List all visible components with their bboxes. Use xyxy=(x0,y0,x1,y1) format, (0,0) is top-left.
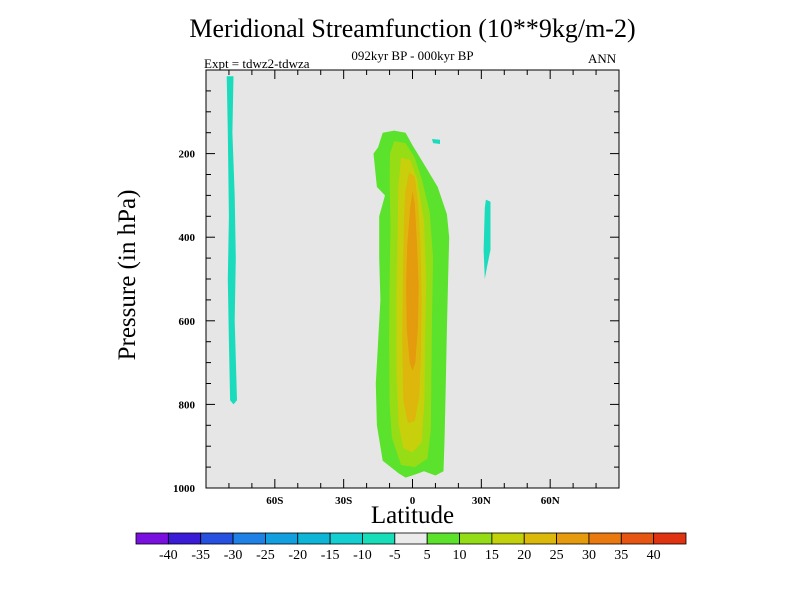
colorbar-label: -35 xyxy=(191,548,210,563)
colorbar-swatch xyxy=(329,532,363,545)
colorbar-swatch xyxy=(200,532,234,545)
contour-region-2 xyxy=(432,139,440,144)
x-tick-label: 30N xyxy=(472,495,491,507)
x-tick-label: 30S xyxy=(335,495,352,507)
x-tick-label: 60N xyxy=(541,495,560,507)
colorbar-swatch xyxy=(167,532,202,545)
colorbar-swatch xyxy=(265,532,299,545)
colorbar-swatch xyxy=(426,532,460,545)
contour-region-0 xyxy=(226,76,237,405)
contour-region-7 xyxy=(406,191,419,371)
y-tick-label: 600 xyxy=(179,316,196,328)
colorbar-swatch xyxy=(523,532,557,545)
chart-title: Meridional Streamfunction (10**9kg/m-2) xyxy=(189,14,636,43)
y-tick-label: 1000 xyxy=(173,483,196,495)
x-tick-label: 0 xyxy=(410,495,416,507)
colorbar-swatch xyxy=(232,532,266,545)
colorbar-label: -15 xyxy=(321,548,340,563)
colorbar-label: 35 xyxy=(614,548,628,563)
colorbar-label: 15 xyxy=(485,548,499,563)
colorbar-label: 10 xyxy=(453,548,467,563)
season-label: ANN xyxy=(588,51,617,66)
colorbar-swatch xyxy=(297,532,331,545)
colorbar-swatch xyxy=(491,532,525,545)
colorbar-label: 40 xyxy=(647,548,661,563)
colorbar: -40 -35 -30 -25 -20 -15 -10 -5 5 10 15 20 25 30 35 40 xyxy=(135,532,687,563)
x-axis-label: Latitude xyxy=(370,502,455,529)
colorbar-swatch xyxy=(556,532,590,545)
experiment-label: Expt = tdwz2-tdwza xyxy=(204,56,310,71)
colorbar-swatch xyxy=(620,532,655,545)
colorbar-swatch xyxy=(362,532,396,545)
colorbar-label: 30 xyxy=(582,548,596,563)
colorbar-label: -5 xyxy=(389,548,401,563)
colorbar-swatch xyxy=(459,532,493,545)
colorbar-label: -10 xyxy=(353,548,372,563)
colorbar-swatch xyxy=(653,532,687,545)
colorbar-label: 25 xyxy=(550,548,564,563)
colorbar-label: 5 xyxy=(424,548,431,563)
colorbar-swatch xyxy=(588,532,622,545)
chart-subtitle: 092kyr BP - 000kyr BP xyxy=(351,48,474,63)
y-tick-label: 800 xyxy=(179,399,196,411)
colorbar-label: 20 xyxy=(517,548,531,563)
colorbar-label: -30 xyxy=(224,548,243,563)
colorbar-swatch xyxy=(135,532,169,545)
colorbar-swatch xyxy=(394,532,428,545)
x-tick-label: 60S xyxy=(266,495,283,507)
contour-region-1 xyxy=(483,199,491,279)
y-tick-label: 400 xyxy=(179,232,196,244)
colorbar-label: -25 xyxy=(256,548,275,563)
y-tick-label: 200 xyxy=(179,149,196,161)
colorbar-label: -40 xyxy=(159,548,178,563)
colorbar-label: -20 xyxy=(288,548,307,563)
plot-frame xyxy=(205,69,620,489)
